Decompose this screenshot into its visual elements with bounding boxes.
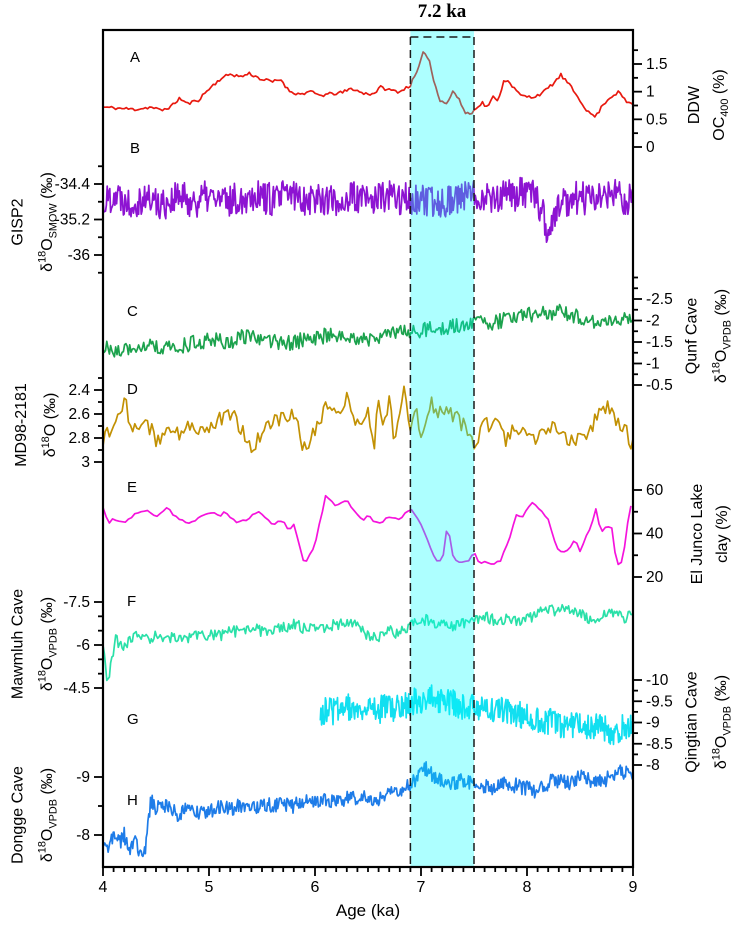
axis-G-ticks: -10 -9.5 -9 -8.5 -8 bbox=[633, 672, 673, 774]
series-F-line bbox=[103, 603, 633, 682]
axis-C-ticks: -2.5 -2 -1.5 -1 -0.5 bbox=[633, 276, 673, 394]
plot-frame bbox=[101, 28, 635, 869]
axis-C-tick-label--0.5: -0.5 bbox=[646, 377, 673, 394]
axis-B-tick-label--34.4: -34.4 bbox=[55, 176, 91, 193]
axis-name-C-qunf-cave: Qunf Cave δ18OVPDB (‰) bbox=[683, 288, 734, 384]
axis-name-B-gisp2: GISP2 δ18OSMOW (‰) bbox=[9, 172, 60, 272]
panel-letter-H: H bbox=[127, 792, 138, 809]
axis-D-ticks: 2.4 2.6 2.8 3 bbox=[68, 377, 103, 471]
axis-C-tick-label--2: -2 bbox=[646, 313, 660, 330]
highlight-band bbox=[410, 31, 474, 867]
x-tick-label-4: 4 bbox=[99, 879, 108, 896]
x-tick-label-8: 8 bbox=[523, 879, 532, 896]
series-H-line bbox=[103, 760, 633, 858]
x-tick-label-7: 7 bbox=[417, 879, 426, 896]
axis-F-tick-label--6: -6 bbox=[76, 637, 90, 654]
panel-letter-A: A bbox=[130, 49, 140, 66]
axis-A-tick-label-0: 0 bbox=[646, 139, 655, 156]
panel-letter-C: C bbox=[127, 303, 138, 320]
series-B-line bbox=[103, 176, 633, 244]
x-tick-label-9: 9 bbox=[629, 879, 638, 896]
axis-E-tick-label-20: 20 bbox=[646, 569, 664, 586]
panel-letter-F: F bbox=[127, 593, 136, 610]
panel-letter-G: G bbox=[127, 711, 139, 728]
axis-E-tick-label-40: 40 bbox=[646, 526, 664, 543]
series-curves bbox=[103, 51, 633, 858]
series-A-line bbox=[103, 51, 633, 118]
axis-name-D-md98-2181: MD98-2181 δ18O (‰) bbox=[12, 383, 60, 467]
axis-C-tick-label--1: -1 bbox=[646, 356, 660, 373]
axis-G-tick-label--8.5: -8.5 bbox=[646, 736, 673, 753]
axis-G-tick-label--10: -10 bbox=[646, 672, 669, 689]
axis-name-G-qingtian-cave: Qingtian Cave δ18OVPDB (‰) bbox=[683, 671, 734, 773]
axis-name-F-mawmluh-cave: Mawmluh Cave δ18OVPDB (‰) bbox=[9, 588, 60, 700]
axis-E-ticks: 20 40 60 bbox=[633, 482, 664, 586]
panel-letter-B: B bbox=[130, 140, 140, 157]
panel-letter-E: E bbox=[127, 479, 137, 496]
panel-letter-D: D bbox=[127, 381, 138, 398]
axis-B-ticks: -34.4 -35.2 -36 bbox=[55, 165, 103, 274]
axis-name-H-dongge-cave: Dongge Cave δ18OVPDB (‰) bbox=[9, 766, 60, 864]
x-axis-ticks bbox=[102, 867, 634, 876]
series-C-line bbox=[103, 303, 633, 358]
axis-name-A-ddw: DDW OC400 (%) bbox=[685, 69, 732, 141]
axis-C-tick-label--1.5: -1.5 bbox=[646, 334, 673, 351]
x-tick-label-5: 5 bbox=[205, 879, 214, 896]
figure-title: 7.2 ka bbox=[417, 1, 467, 22]
axis-F-tick-label--7.5: -7.5 bbox=[63, 594, 90, 611]
axis-A-tick-label-0.5: 0.5 bbox=[646, 111, 668, 128]
axis-H-ticks: -9 -8 bbox=[76, 769, 103, 844]
axis-D-tick-label-2.4: 2.4 bbox=[68, 382, 90, 399]
axis-G-tick-label--9.5: -9.5 bbox=[646, 693, 673, 710]
axis-G-tick-label--8: -8 bbox=[646, 757, 660, 774]
axis-C-tick-label--2.5: -2.5 bbox=[646, 291, 673, 308]
series-E-line bbox=[103, 494, 632, 566]
series-D-line bbox=[103, 385, 633, 454]
axis-H-tick-label--9: -9 bbox=[76, 769, 90, 786]
axis-F-ticks: -7.5 -6 -4.5 bbox=[63, 594, 103, 697]
axis-D-tick-label-3: 3 bbox=[81, 454, 90, 471]
axis-name-E-el-junco-lake: El Junco Lake clay (%) bbox=[689, 483, 731, 585]
axis-A-tick-label-1.5: 1.5 bbox=[646, 56, 668, 73]
axis-B-tick-label--36: -36 bbox=[68, 247, 90, 264]
axis-A-ticks: 0 0.5 1 1.5 bbox=[633, 49, 668, 156]
axis-H-tick-label--8: -8 bbox=[76, 827, 90, 844]
x-axis-label: Age (ka) bbox=[335, 901, 401, 920]
axis-G-tick-label--9: -9 bbox=[646, 715, 660, 732]
axis-B-tick-label--35.2: -35.2 bbox=[55, 212, 90, 229]
axis-A-tick-label-1: 1 bbox=[646, 84, 655, 101]
axis-E-tick-label-60: 60 bbox=[646, 482, 664, 499]
x-tick-label-6: 6 bbox=[311, 879, 320, 896]
axis-D-tick-label-2.8: 2.8 bbox=[68, 430, 90, 447]
series-G-line bbox=[319, 684, 633, 746]
axis-F-tick-label--4.5: -4.5 bbox=[63, 680, 90, 697]
axis-D-tick-label-2.6: 2.6 bbox=[68, 406, 90, 423]
